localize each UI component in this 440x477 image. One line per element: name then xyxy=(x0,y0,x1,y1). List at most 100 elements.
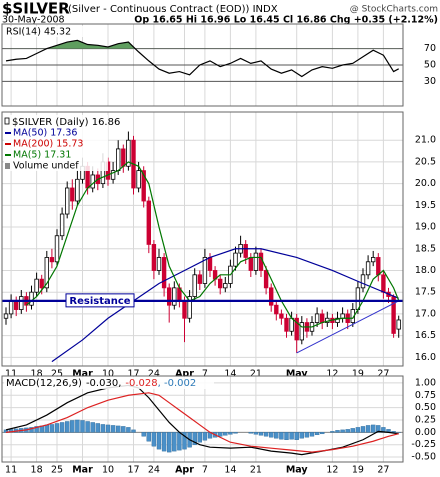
histogram-bar xyxy=(177,432,182,451)
histogram-bar xyxy=(314,432,320,436)
y-tick-label: 0.50 xyxy=(415,402,436,413)
histogram-bar xyxy=(85,421,90,433)
y-tick-label: 0.00 xyxy=(415,427,436,438)
candle-body xyxy=(39,278,44,289)
macd-value: -0.030, xyxy=(86,378,121,389)
histogram-bar xyxy=(350,428,355,433)
x-tick-label: 27 xyxy=(377,369,389,380)
candle-body xyxy=(340,313,345,319)
histogram-bar xyxy=(391,431,396,433)
candle-body xyxy=(289,317,294,332)
y-tick-label: 0.75 xyxy=(415,390,436,401)
x-tick-label: 14 xyxy=(224,465,236,476)
candle-body xyxy=(75,178,80,202)
candle-body xyxy=(54,235,60,263)
histogram-bar xyxy=(192,432,197,445)
x-tick-label: 11 xyxy=(5,369,17,380)
legend-entry: MA(5) 17.31 xyxy=(13,150,71,161)
candle-body xyxy=(391,296,396,334)
y-tick-label: 18.5 xyxy=(415,243,436,254)
candle-body xyxy=(151,244,157,271)
candle-body xyxy=(19,296,24,310)
signal-value: -0.028 xyxy=(125,378,157,389)
histogram-bar xyxy=(151,432,157,447)
panel-frame xyxy=(1,23,404,107)
x-tick-label: 19 xyxy=(352,465,364,476)
panel-frame xyxy=(1,111,404,367)
histogram-bar xyxy=(335,430,340,433)
histogram-bar xyxy=(263,432,269,437)
histogram-bar xyxy=(330,431,335,433)
y-tick-label: -0.25 xyxy=(411,439,436,450)
histogram-bar xyxy=(289,432,294,440)
x-tick-label: 10 xyxy=(102,465,114,476)
quote: Op 16.65 Hi 16.96 Lo 16.45 Cl 16.86 Chg … xyxy=(134,15,438,26)
y-tick-label: 50 xyxy=(424,60,436,71)
histogram-bar xyxy=(29,427,34,433)
histogram-bar xyxy=(110,425,116,433)
y-tick-label: 16.0 xyxy=(415,352,436,363)
x-tick-label: 10 xyxy=(102,369,114,380)
histogram-bar xyxy=(197,432,203,443)
x-tick-label: 17 xyxy=(127,465,139,476)
candle-body xyxy=(65,187,70,215)
candle-body xyxy=(217,278,223,289)
histogram-bar xyxy=(131,429,136,433)
histogram-bar xyxy=(75,419,80,433)
histogram-bar xyxy=(360,426,366,433)
y-tick-label: 70 xyxy=(424,43,436,54)
candle-body xyxy=(207,257,213,271)
volume-label: Volume undef xyxy=(13,161,79,172)
candle-body xyxy=(263,270,269,289)
histogram-bar xyxy=(49,424,55,433)
histogram-bar xyxy=(269,432,274,438)
histogram-bar xyxy=(105,424,111,433)
candle-body xyxy=(126,139,131,167)
x-tick-label: 14 xyxy=(224,369,236,380)
x-tick-label: Apr xyxy=(175,465,194,476)
candle-body xyxy=(335,317,340,323)
resistance-label: Resistance xyxy=(69,296,130,307)
x-tick-label: 17 xyxy=(127,369,139,380)
y-tick-label: 21.0 xyxy=(415,135,436,146)
x-tick-label: 21 xyxy=(250,369,262,380)
candle-body xyxy=(44,257,49,289)
candle-body xyxy=(146,200,151,245)
histogram-bar xyxy=(70,420,75,433)
candle-body xyxy=(279,313,284,319)
x-tick-label: Mar xyxy=(72,465,93,476)
histogram-bar xyxy=(228,432,233,435)
panel-label: MACD(12,26,9) -0.030, -0.028, -0.002 xyxy=(6,378,196,389)
histogram-bar xyxy=(279,432,284,440)
x-tick-label: 24 xyxy=(148,465,160,476)
candle-body xyxy=(59,213,65,237)
candle-body xyxy=(202,257,208,284)
rsi-line xyxy=(5,39,399,78)
copyright: @ StockCharts.com xyxy=(350,5,438,15)
histogram-bar xyxy=(141,432,146,437)
candle-body xyxy=(360,274,366,289)
histogram-value: , -0.002 xyxy=(158,378,197,389)
candle-body xyxy=(187,296,192,319)
candle-body xyxy=(29,291,34,306)
candle-body xyxy=(141,170,146,202)
y-tick-label: 0.25 xyxy=(415,414,436,425)
legend-entry: MA(200) 15.73 xyxy=(13,139,83,150)
histogram-bar xyxy=(54,423,60,433)
histogram-bar xyxy=(115,425,121,433)
histogram-bar xyxy=(294,432,299,440)
candle-body xyxy=(381,274,386,293)
histogram-bar xyxy=(248,432,254,434)
candle-body xyxy=(319,313,325,323)
histogram-bar xyxy=(8,429,14,433)
candle-body xyxy=(121,148,126,167)
candle-body xyxy=(396,319,401,330)
y-tick-label: 30 xyxy=(424,76,436,87)
histogram-bar xyxy=(80,420,85,433)
x-tick-label: 7 xyxy=(202,369,208,380)
moving-average xyxy=(26,161,400,328)
x-tick-label: Mar xyxy=(72,369,93,380)
y-tick-label: 16.5 xyxy=(415,330,436,341)
label-box xyxy=(4,26,102,37)
candle-body xyxy=(274,304,279,315)
